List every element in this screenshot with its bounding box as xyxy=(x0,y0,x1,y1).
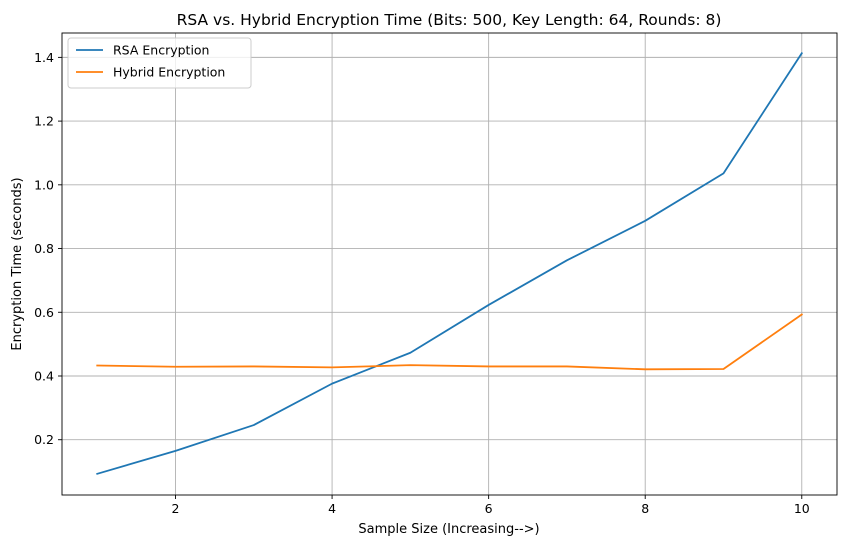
x-tick-label: 10 xyxy=(794,501,810,516)
y-tick-label: 0.8 xyxy=(34,241,54,256)
plot-frame xyxy=(61,32,838,496)
series-lines xyxy=(96,51,804,475)
x-axis: 2 4 6 8 10 xyxy=(172,495,810,516)
legend-label: RSA Encryption xyxy=(113,43,209,58)
y-tick-label: 0.2 xyxy=(34,432,54,447)
legend: RSA Encryption Hybrid Encryption xyxy=(67,37,252,89)
y-tick-label: 0.4 xyxy=(34,368,54,383)
series-line-rsa xyxy=(96,51,804,475)
chart-title: RSA vs. Hybrid Encryption Time (Bits: 50… xyxy=(177,11,722,29)
y-axis: 0.2 0.4 0.6 0.8 1.0 1.2 1.4 xyxy=(34,50,62,447)
x-tick-label: 4 xyxy=(328,501,336,516)
y-tick-label: 1.2 xyxy=(34,114,54,129)
legend-box xyxy=(67,37,252,89)
series-line-hybrid xyxy=(96,313,804,371)
grid-lines xyxy=(62,33,837,495)
x-tick-label: 8 xyxy=(641,501,649,516)
x-tick-label: 2 xyxy=(172,501,180,516)
y-tick-label: 0.6 xyxy=(34,305,54,320)
legend-label: Hybrid Encryption xyxy=(113,65,225,80)
x-axis-label: Sample Size (Increasing-->) xyxy=(358,522,539,537)
y-tick-label: 1.0 xyxy=(34,177,54,192)
y-axis-label: Encryption Time (seconds) xyxy=(10,177,25,350)
x-tick-label: 6 xyxy=(485,501,493,516)
y-tick-label: 1.4 xyxy=(34,50,54,65)
